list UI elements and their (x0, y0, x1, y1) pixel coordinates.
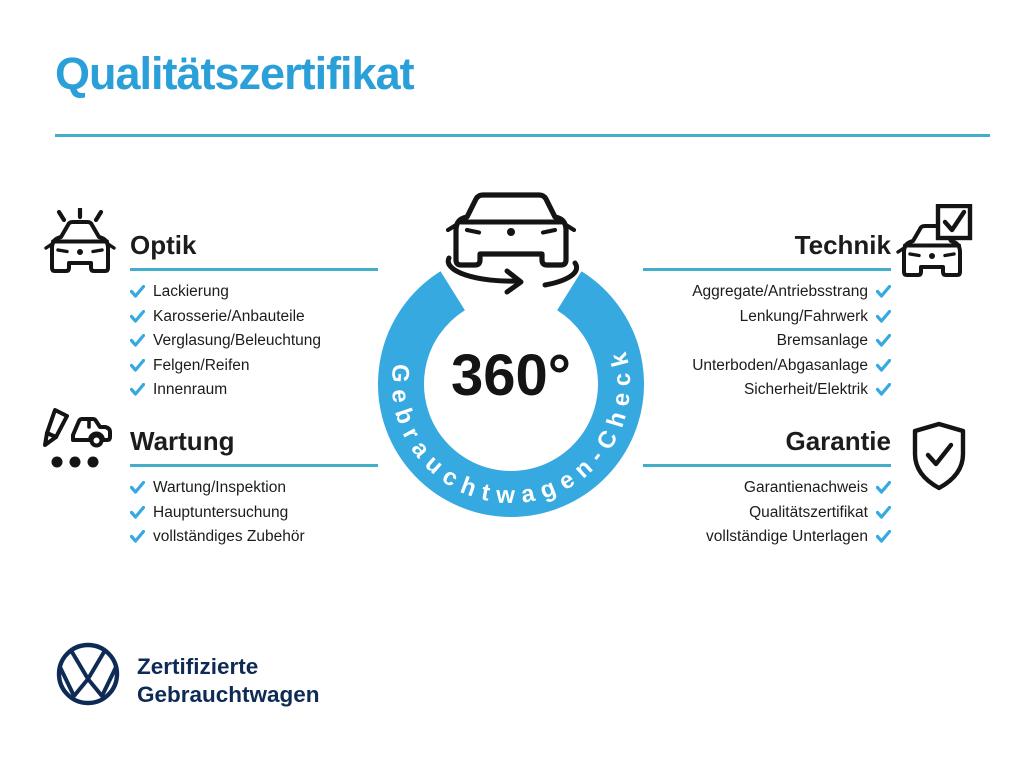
check-icon (130, 334, 145, 347)
checklist-item: Felgen/Reifen (130, 356, 378, 374)
check-icon (876, 481, 891, 494)
section-garantie-items: Garantienachweis Qualitätszertifikat vol… (643, 480, 891, 545)
check-icon (876, 358, 891, 372)
check-icon (130, 530, 145, 543)
check-icon (130, 481, 145, 494)
checklist-item-label: Sicherheit/Elektrik (743, 381, 868, 398)
section-garantie-title: Garantie (643, 426, 891, 467)
section-technik: Technik Aggregate/Antriebsstrang Lenkung… (643, 230, 891, 407)
checklist-item-label: Lackierung (153, 283, 229, 300)
badge-ring (378, 271, 644, 517)
360-check-badge: 360° Gebrauchtwagen-Check (378, 192, 644, 517)
checklist-item: Lenkung/Fahrwerk (643, 307, 891, 325)
check-icon (876, 505, 891, 519)
checklist-item: Garantienachweis (643, 480, 891, 496)
footer-brand-text: Zertifizierte Gebrauchtwagen (137, 653, 320, 709)
section-optik-title: Optik (130, 230, 378, 271)
section-technik-items: Aggregate/Antriebsstrang Lenkung/Fahrwer… (643, 284, 891, 398)
checklist-item-label: vollständige Unterlagen (706, 528, 868, 545)
car-checkbox-icon (896, 204, 973, 277)
check-icon (130, 309, 145, 323)
checklist-item: Lackierung (130, 284, 378, 300)
section-optik: Optik Lackierung Karosserie/Anbauteile (130, 230, 378, 407)
checklist-item-label: Innenraum (153, 381, 228, 398)
checklist-item: Unterboden/Abgasanlage (643, 356, 891, 374)
footer-brand-line1: Zertifizierte (137, 654, 259, 679)
shield-check-icon (912, 421, 966, 491)
section-wartung-items: Wartung/Inspektion Hauptuntersuchung vol… (130, 480, 378, 545)
section-technik-title: Technik (643, 230, 891, 271)
vw-logo (56, 642, 120, 706)
check-icon (130, 505, 145, 519)
checklist-item: vollständiges Zubehör (130, 529, 378, 545)
checklist-item: Innenraum (130, 382, 378, 398)
check-icon (876, 530, 891, 543)
title-divider (55, 134, 990, 137)
check-icon (130, 285, 145, 298)
checklist-item: Qualitätszertifikat (643, 503, 891, 521)
section-garantie: Garantie Garantienachweis Qualitätszerti… (643, 426, 891, 554)
check-icon (876, 383, 891, 396)
footer-brand-line2: Gebrauchtwagen (137, 682, 320, 707)
checklist-item: Verglasung/Beleuchtung (130, 333, 378, 349)
checklist-item: Hauptuntersuchung (130, 503, 378, 521)
checklist-item-label: Hauptuntersuchung (153, 503, 289, 521)
section-optik-items: Lackierung Karosserie/Anbauteile Verglas… (130, 284, 378, 398)
car-shine-icon (44, 208, 116, 273)
checklist-item: Bremsanlage (643, 333, 891, 349)
checklist-item-label: Felgen/Reifen (153, 356, 250, 374)
check-icon (876, 309, 891, 323)
check-icon (876, 285, 891, 298)
check-icon (130, 383, 145, 396)
checklist-item-label: Karosserie/Anbauteile (153, 307, 305, 325)
checklist-item: Aggregate/Antriebsstrang (643, 284, 891, 300)
section-wartung-title: Wartung (130, 426, 378, 467)
checklist-item-label: Qualitätszertifikat (749, 503, 868, 521)
rotating-car-icon (445, 192, 580, 295)
checklist-item: vollständige Unterlagen (643, 529, 891, 545)
checklist-item-label: Garantienachweis (743, 479, 868, 496)
page-title: Qualitätszertifikat (55, 48, 415, 99)
badge-degrees: 360° (451, 343, 571, 408)
checklist-item-label: Wartung/Inspektion (153, 479, 286, 496)
pencil-car-checklist-icon (43, 408, 112, 468)
checklist-item-label: Lenkung/Fahrwerk (739, 307, 868, 325)
checklist-item-label: Verglasung/Beleuchtung (153, 332, 322, 349)
check-icon (876, 334, 891, 347)
checklist-item: Wartung/Inspektion (130, 480, 378, 496)
checklist-item-label: Aggregate/Antriebsstrang (692, 283, 868, 300)
check-icon (130, 358, 145, 372)
checklist-item-label: vollständiges Zubehör (153, 528, 305, 545)
checklist-item-label: Bremsanlage (776, 332, 868, 349)
section-wartung: Wartung Wartung/Inspektion Hauptuntersuc… (130, 426, 378, 554)
checklist-item: Sicherheit/Elektrik (643, 382, 891, 398)
checklist-item-label: Unterboden/Abgasanlage (692, 356, 868, 374)
checklist-item: Karosserie/Anbauteile (130, 307, 378, 325)
